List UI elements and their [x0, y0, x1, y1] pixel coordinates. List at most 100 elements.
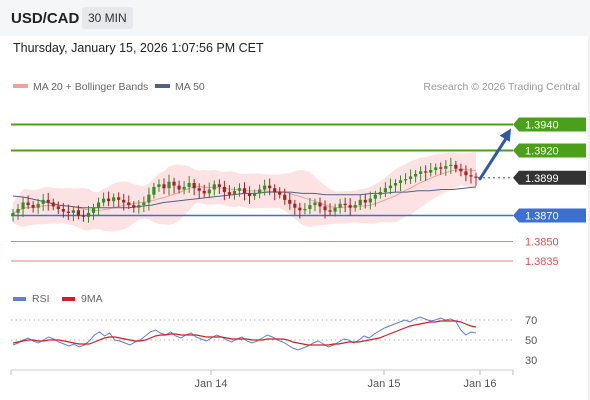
candle [21, 196, 25, 218]
candle [96, 197, 101, 216]
interval-badge[interactable]: 30 MIN [82, 7, 133, 29]
candle [263, 179, 267, 196]
candle [192, 179, 196, 196]
candle [464, 165, 468, 182]
candle [197, 183, 201, 199]
candle [107, 191, 111, 207]
candle [162, 178, 166, 195]
candle [348, 198, 352, 216]
candle [101, 192, 106, 207]
candle [252, 189, 257, 200]
candle [298, 202, 302, 219]
candle [449, 157, 453, 175]
candle [66, 204, 70, 220]
candle [167, 174, 171, 196]
candle [36, 198, 40, 214]
forecast-arrow [478, 128, 511, 181]
candle [273, 184, 277, 201]
candle [81, 209, 86, 222]
candle [242, 182, 247, 201]
header-bar: USD/CAD 30 MIN [0, 0, 590, 36]
candle [172, 177, 176, 194]
rsi-tick-70: 70 [525, 315, 537, 327]
candle [388, 178, 393, 195]
candle [474, 172, 478, 186]
candle [86, 205, 91, 223]
rsi-tick-50: 50 [525, 335, 537, 347]
candle [373, 190, 377, 207]
level-labels: 1.3940 1.3920 1.3899 1.3870 1.3850 1.3835 [513, 117, 586, 268]
candle [459, 163, 463, 177]
candle [177, 180, 181, 194]
level-tag-1.3920: 1.3920 [513, 143, 586, 158]
level-tag-1.3940: 1.3940 [513, 117, 586, 132]
candle [56, 201, 60, 214]
candle [31, 201, 35, 213]
level-label-1.3899: 1.3899 [525, 173, 559, 185]
candle [51, 198, 55, 211]
candle [232, 186, 237, 200]
rsi-ma-line [12, 320, 477, 346]
candle [11, 209, 15, 222]
candle [353, 201, 357, 212]
candle [343, 197, 347, 213]
candle [41, 193, 45, 211]
candle [157, 179, 161, 192]
candle [323, 200, 327, 219]
candle [217, 179, 221, 194]
rsi-legend-label: RSI [32, 293, 50, 305]
x-tick-label: Jan 16 [463, 378, 496, 390]
candle [393, 179, 398, 193]
candle [117, 192, 121, 207]
level-tag-1.3870: 1.3870 [513, 208, 586, 223]
candle [182, 180, 186, 195]
candle [91, 203, 96, 220]
candle [434, 163, 438, 175]
candle [137, 200, 141, 214]
candle [16, 204, 20, 220]
rsi-lines [12, 316, 477, 351]
candle [227, 185, 232, 199]
candle [202, 184, 206, 198]
candle [293, 199, 297, 215]
candle [268, 178, 272, 196]
x-tick-label: Jan 15 [367, 378, 400, 390]
candle [363, 193, 367, 209]
candle [247, 186, 252, 205]
ma50-legend-swatch [155, 84, 170, 88]
x-tick-label: Jan 14 [194, 378, 227, 390]
rsi-tick-30: 30 [525, 355, 537, 367]
candle [187, 175, 191, 193]
level-tag-1.3899: 1.3899 [513, 170, 586, 185]
rsi-grid: 70 50 30 [11, 315, 537, 367]
candle [308, 198, 312, 214]
candle [222, 180, 226, 201]
candle [419, 166, 423, 181]
candle [469, 168, 473, 184]
candle [142, 196, 146, 213]
candle [278, 187, 282, 199]
level-label-1.3920: 1.3920 [525, 146, 559, 158]
ma50-legend-label: MA 50 [175, 81, 205, 93]
candle [398, 175, 403, 192]
candle [403, 173, 408, 185]
candle [358, 194, 362, 211]
x-axis: Jan 14 Jan 15 Jan 16 [10, 370, 514, 390]
candle [378, 187, 382, 199]
candle [212, 180, 216, 196]
candle [383, 182, 388, 198]
candle [207, 182, 211, 199]
level-label-1.3940: 1.3940 [525, 120, 559, 132]
candle [122, 193, 126, 211]
candle [408, 169, 413, 185]
candle [76, 205, 81, 220]
rsi-ma-legend-swatch [62, 297, 75, 301]
candle [283, 188, 287, 205]
level-label-1.3870: 1.3870 [525, 211, 559, 223]
candle [46, 192, 50, 211]
candle [333, 203, 337, 217]
research-credit: Research © 2026 Trading Central [423, 81, 580, 93]
candle [439, 162, 443, 175]
candle [303, 203, 307, 215]
